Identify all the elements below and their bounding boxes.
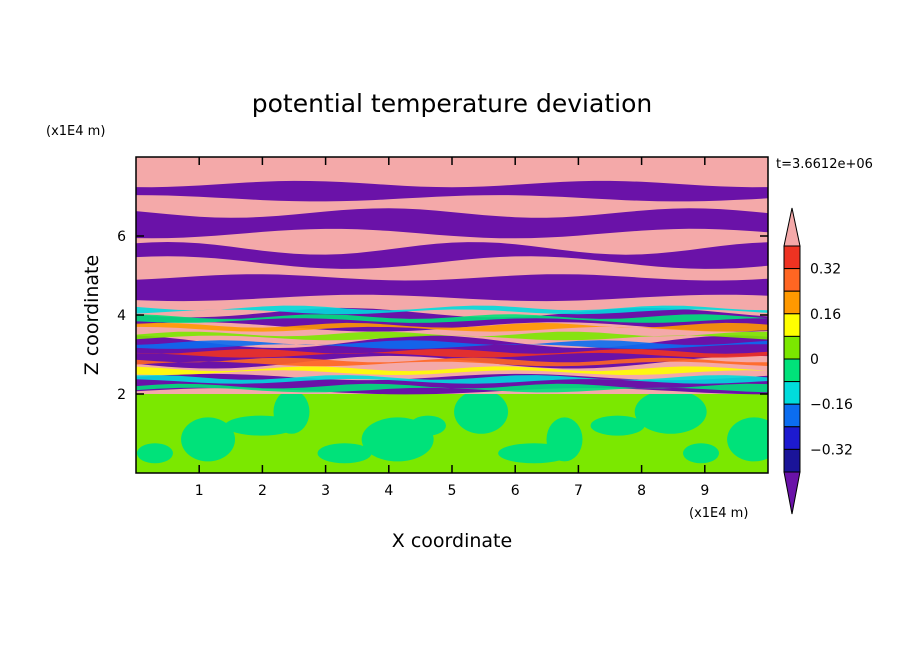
colorbar-swatch (783, 403, 801, 428)
x-tick-label: 7 (574, 483, 583, 499)
lower-layer-blob (546, 417, 583, 462)
plot-area (136, 157, 768, 473)
lower-layer-blob (273, 389, 310, 434)
time-label: t=3.6612e+06 (776, 157, 873, 172)
colorbar-tick-label: −0.16 (810, 397, 853, 413)
transition-band (136, 375, 768, 384)
transition-band (136, 305, 768, 315)
lower-layer-blob (181, 417, 236, 462)
transition-band (136, 331, 768, 341)
transition-band (136, 340, 768, 349)
transition-band (136, 314, 768, 323)
x-tick-label: 8 (637, 483, 646, 499)
y-unit-label: (x1E4 m) (46, 124, 105, 139)
x-tick-label: 5 (448, 483, 457, 499)
x-axis-label: X coordinate (392, 530, 512, 552)
lower-layer-blob (409, 415, 446, 436)
y-axis-label: Z coordinate (81, 255, 103, 375)
field-band (136, 208, 768, 239)
colorbar: 0.32 0.16 0 −0.16 −0.32 (783, 207, 853, 515)
colorbar-overflow-top (783, 207, 801, 247)
colorbar-swatch (783, 245, 801, 270)
x-tick-label: 4 (384, 483, 393, 499)
colorbar-swatch (783, 335, 801, 360)
lower-layer-blob (683, 443, 720, 464)
transition-band (136, 349, 768, 358)
colorbar-tick-label: 0.32 (810, 262, 841, 278)
transition-band (136, 357, 768, 367)
colorbar-swatch (783, 381, 801, 405)
colorbar-swatch (783, 268, 801, 292)
colorbar-tick-label: 0.16 (810, 307, 841, 323)
y-tick-label: 6 (117, 229, 126, 245)
colorbar-swatch (783, 290, 801, 315)
field-band (136, 274, 768, 302)
transition-band (136, 383, 768, 393)
x-tick-label: 6 (511, 483, 520, 499)
lower-layer-blob (634, 389, 707, 434)
x-tick-label: 2 (258, 483, 267, 499)
y-tick-label: 4 (117, 308, 126, 324)
colorbar-tick-label: −0.32 (810, 442, 853, 458)
x-tick-label: 9 (700, 483, 709, 499)
x-tick-label: 1 (195, 483, 204, 499)
lower-layer-blob (454, 389, 509, 434)
transition-band (136, 322, 768, 332)
colorbar-swatch (783, 426, 801, 450)
x-tick-label: 3 (321, 483, 330, 499)
chart-title: potential temperature deviation (252, 89, 652, 118)
field-band (136, 242, 768, 269)
lower-layer-blob (727, 417, 768, 462)
transition-band (136, 366, 768, 375)
x-unit-label: (x1E4 m) (689, 506, 748, 521)
colorbar-tick-label: 0 (810, 352, 819, 368)
y-tick-label: 2 (117, 387, 126, 403)
lower-layer-blob (317, 443, 372, 464)
lower-layer-blob (136, 443, 173, 464)
lower-layer-blob (590, 415, 645, 436)
colorbar-swatch (783, 313, 801, 337)
field-band (136, 180, 768, 202)
colorbar-overflow-bottom (783, 471, 801, 515)
colorbar-swatch (783, 448, 801, 473)
colorbar-swatch (783, 358, 801, 383)
